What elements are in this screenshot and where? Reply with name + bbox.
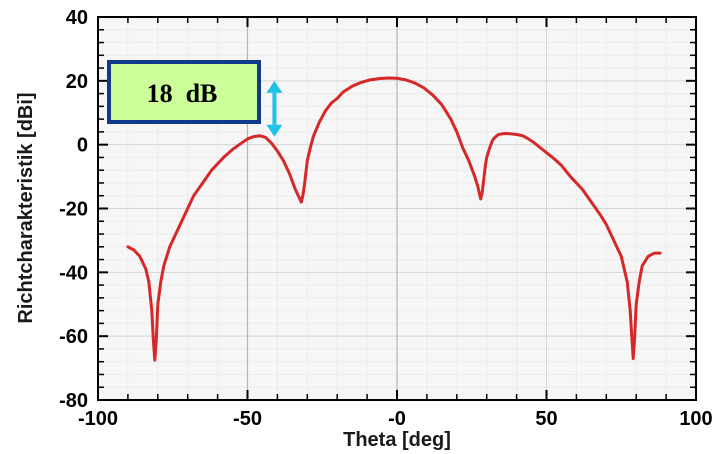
y-tick-label: 0 [77,135,88,157]
data-layer [126,76,662,362]
y-tick-label: -60 [59,326,88,348]
x-tick-label: 100 [679,408,712,430]
double-arrow-icon [266,80,283,137]
arrow-head-down [266,124,283,137]
x-tick-labels: -100 -50 -0 50 100 [78,408,713,430]
x-tick-label: -100 [78,408,118,430]
x-tick-label: 50 [535,408,557,430]
y-tick-labels: -80 -60 -40 -20 0 20 40 [59,7,88,412]
y-tick-label: -80 [59,390,88,412]
annotation-box [107,60,261,124]
x-axis-title: Theta [deg] [343,429,451,451]
x-tick-label: -50 [233,408,262,430]
annotation-layer: 18 dB [107,60,283,137]
axis-ticks [97,16,697,401]
arrow-head-up [266,80,283,93]
y-tick-label: -40 [59,262,88,284]
y-axis-title: Richtcharakteristik [dBi] [15,92,37,323]
directivity-line [126,76,662,362]
x-tick-label: -0 [388,408,406,430]
annotation-text: 18 dB [147,79,218,108]
y-tick-label: -20 [59,199,88,221]
y-tick-label: 40 [66,7,88,29]
y-tick-label: 20 [66,71,88,93]
